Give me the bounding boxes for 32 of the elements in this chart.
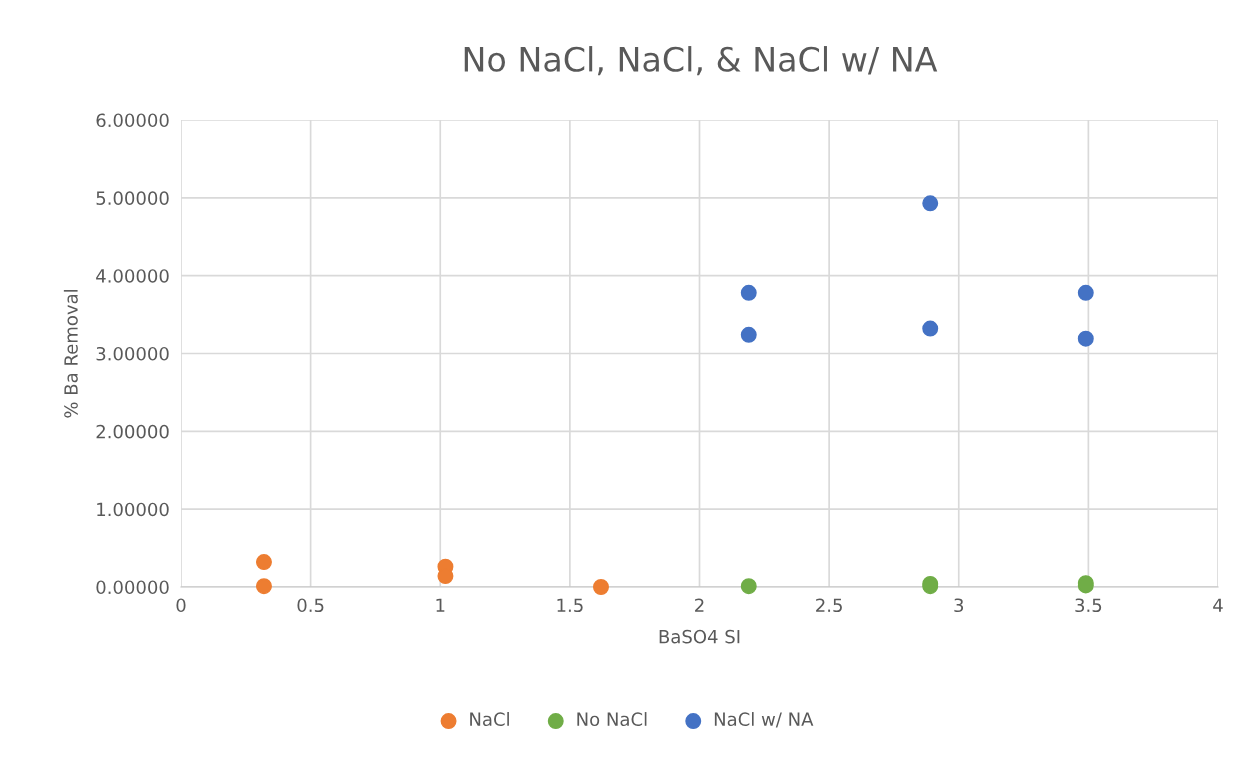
point — [1077, 330, 1094, 347]
x-tick-label: 3 — [954, 598, 964, 613]
chart-title: No NaCl, NaCl, & NaCl w/ NA — [464, 46, 938, 76]
x-tick-label: 1 — [436, 598, 445, 612]
point — [922, 195, 939, 212]
x-tick-label: 2.5 — [816, 598, 842, 613]
point — [740, 326, 757, 343]
y-axis-title: % Ba Removal — [63, 290, 78, 418]
legend-label: No NaCl — [577, 712, 647, 727]
point — [1077, 284, 1094, 301]
point — [255, 554, 272, 571]
y-tick-label: 1.00000 — [97, 502, 169, 517]
x-tick-label: 3.5 — [1075, 598, 1102, 613]
y-tick-label: 6.00000 — [96, 113, 169, 128]
y-tick-label: 0.00000 — [96, 580, 169, 595]
legend-label: NaCl w/ NA — [714, 712, 814, 728]
legend-label: NaCl — [470, 712, 509, 727]
x-tick-label: 2 — [695, 598, 704, 612]
y-tick-label: 3.00000 — [96, 346, 169, 361]
point — [740, 578, 757, 595]
x-tick-label: 1.5 — [557, 598, 583, 613]
x-axis-title: BaSO4 SI — [659, 629, 740, 644]
point — [740, 284, 757, 301]
y-tick-label: 4.00000 — [96, 269, 169, 283]
point — [593, 579, 609, 595]
x-tick-label: 0 — [176, 598, 186, 613]
point — [922, 320, 939, 337]
point — [255, 578, 272, 595]
y-tick-label: 5.00000 — [96, 191, 169, 205]
y-tick-label: 2.00000 — [96, 424, 169, 439]
x-tick-label: 0.5 — [297, 598, 324, 613]
x-tick-label: 4 — [1213, 598, 1223, 612]
